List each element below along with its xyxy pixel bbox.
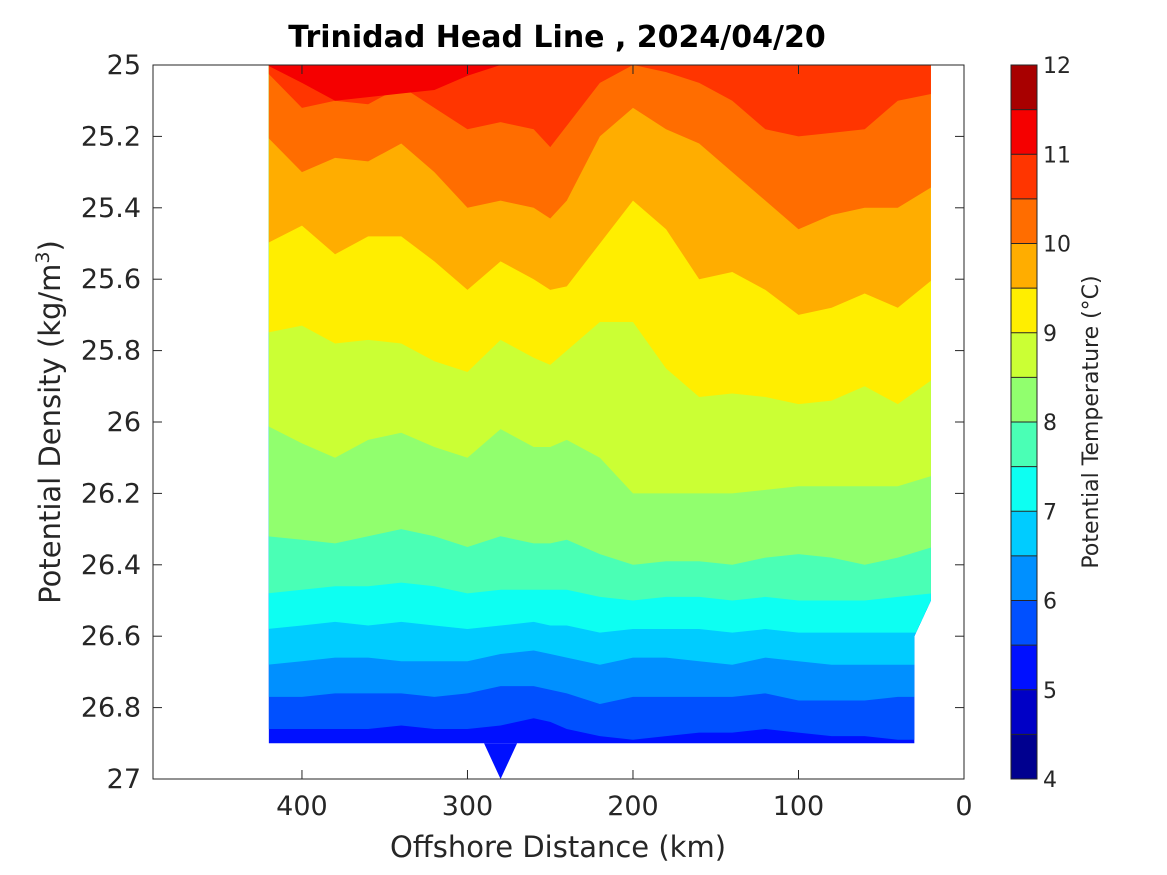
colorbar-frame <box>1010 64 1038 780</box>
colorbar-swatch <box>1011 555 1037 601</box>
colorbar-tick-label: 7 <box>1043 500 1057 525</box>
x-tick-label: 100 <box>773 791 825 822</box>
y-tick-label: 26 <box>107 407 141 438</box>
y-axis-title-close: ) <box>33 240 67 251</box>
colorbar-swatch <box>1011 645 1037 691</box>
colorbar-swatch <box>1011 600 1037 646</box>
y-axis-title-main: Potential Density (kg/m <box>33 264 67 604</box>
colorbar-tick-label: 10 <box>1043 233 1071 258</box>
colorbar-tick-label: 4 <box>1043 768 1057 793</box>
colorbar-swatch <box>1011 734 1037 780</box>
colorbar-tick-label: 8 <box>1043 411 1057 436</box>
y-axis-title: Potential Density (kg/m3) <box>32 240 67 604</box>
colorbar-swatch <box>1011 154 1037 200</box>
contour-band <box>268 65 931 101</box>
colorbar-swatch <box>1011 288 1037 334</box>
x-axis-title: Offshore Distance (km) <box>390 830 726 864</box>
y-tick-label: 26.8 <box>81 693 141 724</box>
colorbar-swatch <box>1011 109 1037 155</box>
contour-fill-layer <box>268 65 931 744</box>
y-tick-label: 26.2 <box>81 478 141 509</box>
colorbar-swatch <box>1011 422 1037 468</box>
colorbar-tick-label: 5 <box>1043 679 1057 704</box>
colorbar: 4 5 6 7 8 9 10 11 12 <box>1010 54 1071 793</box>
colorbar-tick-label: 9 <box>1043 322 1057 347</box>
y-tick-label: 27 <box>107 764 141 795</box>
chart-title: Trinidad Head Line , 2024/04/20 <box>288 20 825 55</box>
colorbar-title: Potential Temperature (°C) <box>1079 275 1104 568</box>
y-tick-label: 25 <box>107 50 141 81</box>
x-tick-label: 300 <box>442 791 494 822</box>
colorbar-swatch <box>1011 377 1037 423</box>
colorbar-swatch <box>1011 466 1037 512</box>
y-tick-label: 25.6 <box>81 264 141 295</box>
y-tick-label: 25.8 <box>81 336 141 367</box>
x-tick-label: 0 <box>955 791 972 822</box>
colorbar-swatch <box>1011 243 1037 289</box>
colorbar-tick-label: 12 <box>1043 54 1071 79</box>
y-tick-label: 25.4 <box>81 193 141 224</box>
y-axis-title-sup: 3 <box>32 251 54 263</box>
x-tick-label: 400 <box>276 791 328 822</box>
x-tick-label: 200 <box>607 791 659 822</box>
colorbar-swatch <box>1011 198 1037 244</box>
y-tick-label: 26.6 <box>81 621 141 652</box>
contour-band <box>484 743 518 779</box>
y-axis: 25 25.2 25.4 25.6 25.8 26 26.2 26.4 26.6 26.8 27 <box>81 50 964 795</box>
colorbar-swatch <box>1011 511 1037 557</box>
colorbar-swatch <box>1011 65 1037 111</box>
colorbar-swatch <box>1011 332 1037 378</box>
bottom-notch <box>484 743 518 779</box>
colorbar-swatch <box>1011 689 1037 735</box>
colorbar-tick-label: 11 <box>1043 143 1071 168</box>
y-tick-label: 25.2 <box>81 121 141 152</box>
colorbar-tick-label: 6 <box>1043 590 1057 615</box>
y-tick-label: 26.4 <box>81 550 141 581</box>
x-axis: 400 300 200 100 0 <box>276 65 973 822</box>
